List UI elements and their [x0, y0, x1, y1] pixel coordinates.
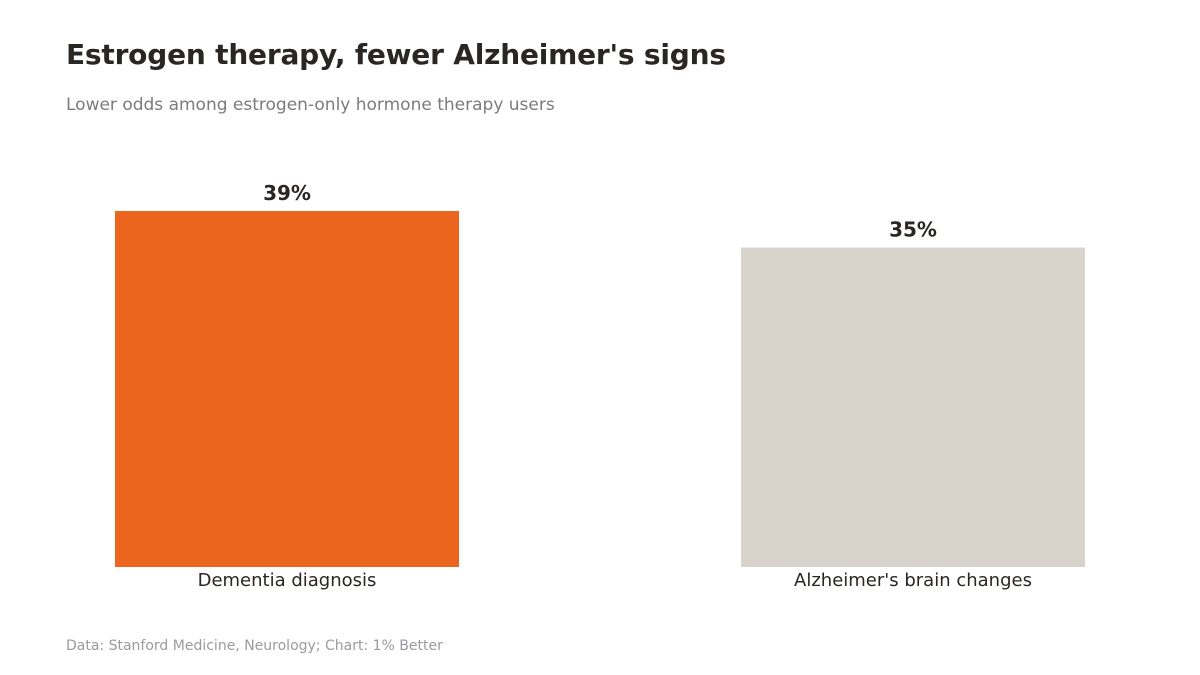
bar-value-label-2: 35%	[889, 218, 937, 242]
category-label-1: Dementia diagnosis	[198, 570, 377, 591]
source-note: Data: Stanford Medicine, Neurology; Char…	[66, 638, 443, 654]
category-label-2: Alzheimer's brain changes	[794, 570, 1032, 591]
chart-title: Estrogen therapy, fewer Alzheimer's sign…	[66, 38, 726, 71]
bar-1	[115, 211, 459, 567]
bar-2	[741, 247, 1085, 567]
chart-subtitle: Lower odds among estrogen-only hormone t…	[66, 95, 555, 115]
bar-value-label-1: 39%	[263, 181, 311, 205]
